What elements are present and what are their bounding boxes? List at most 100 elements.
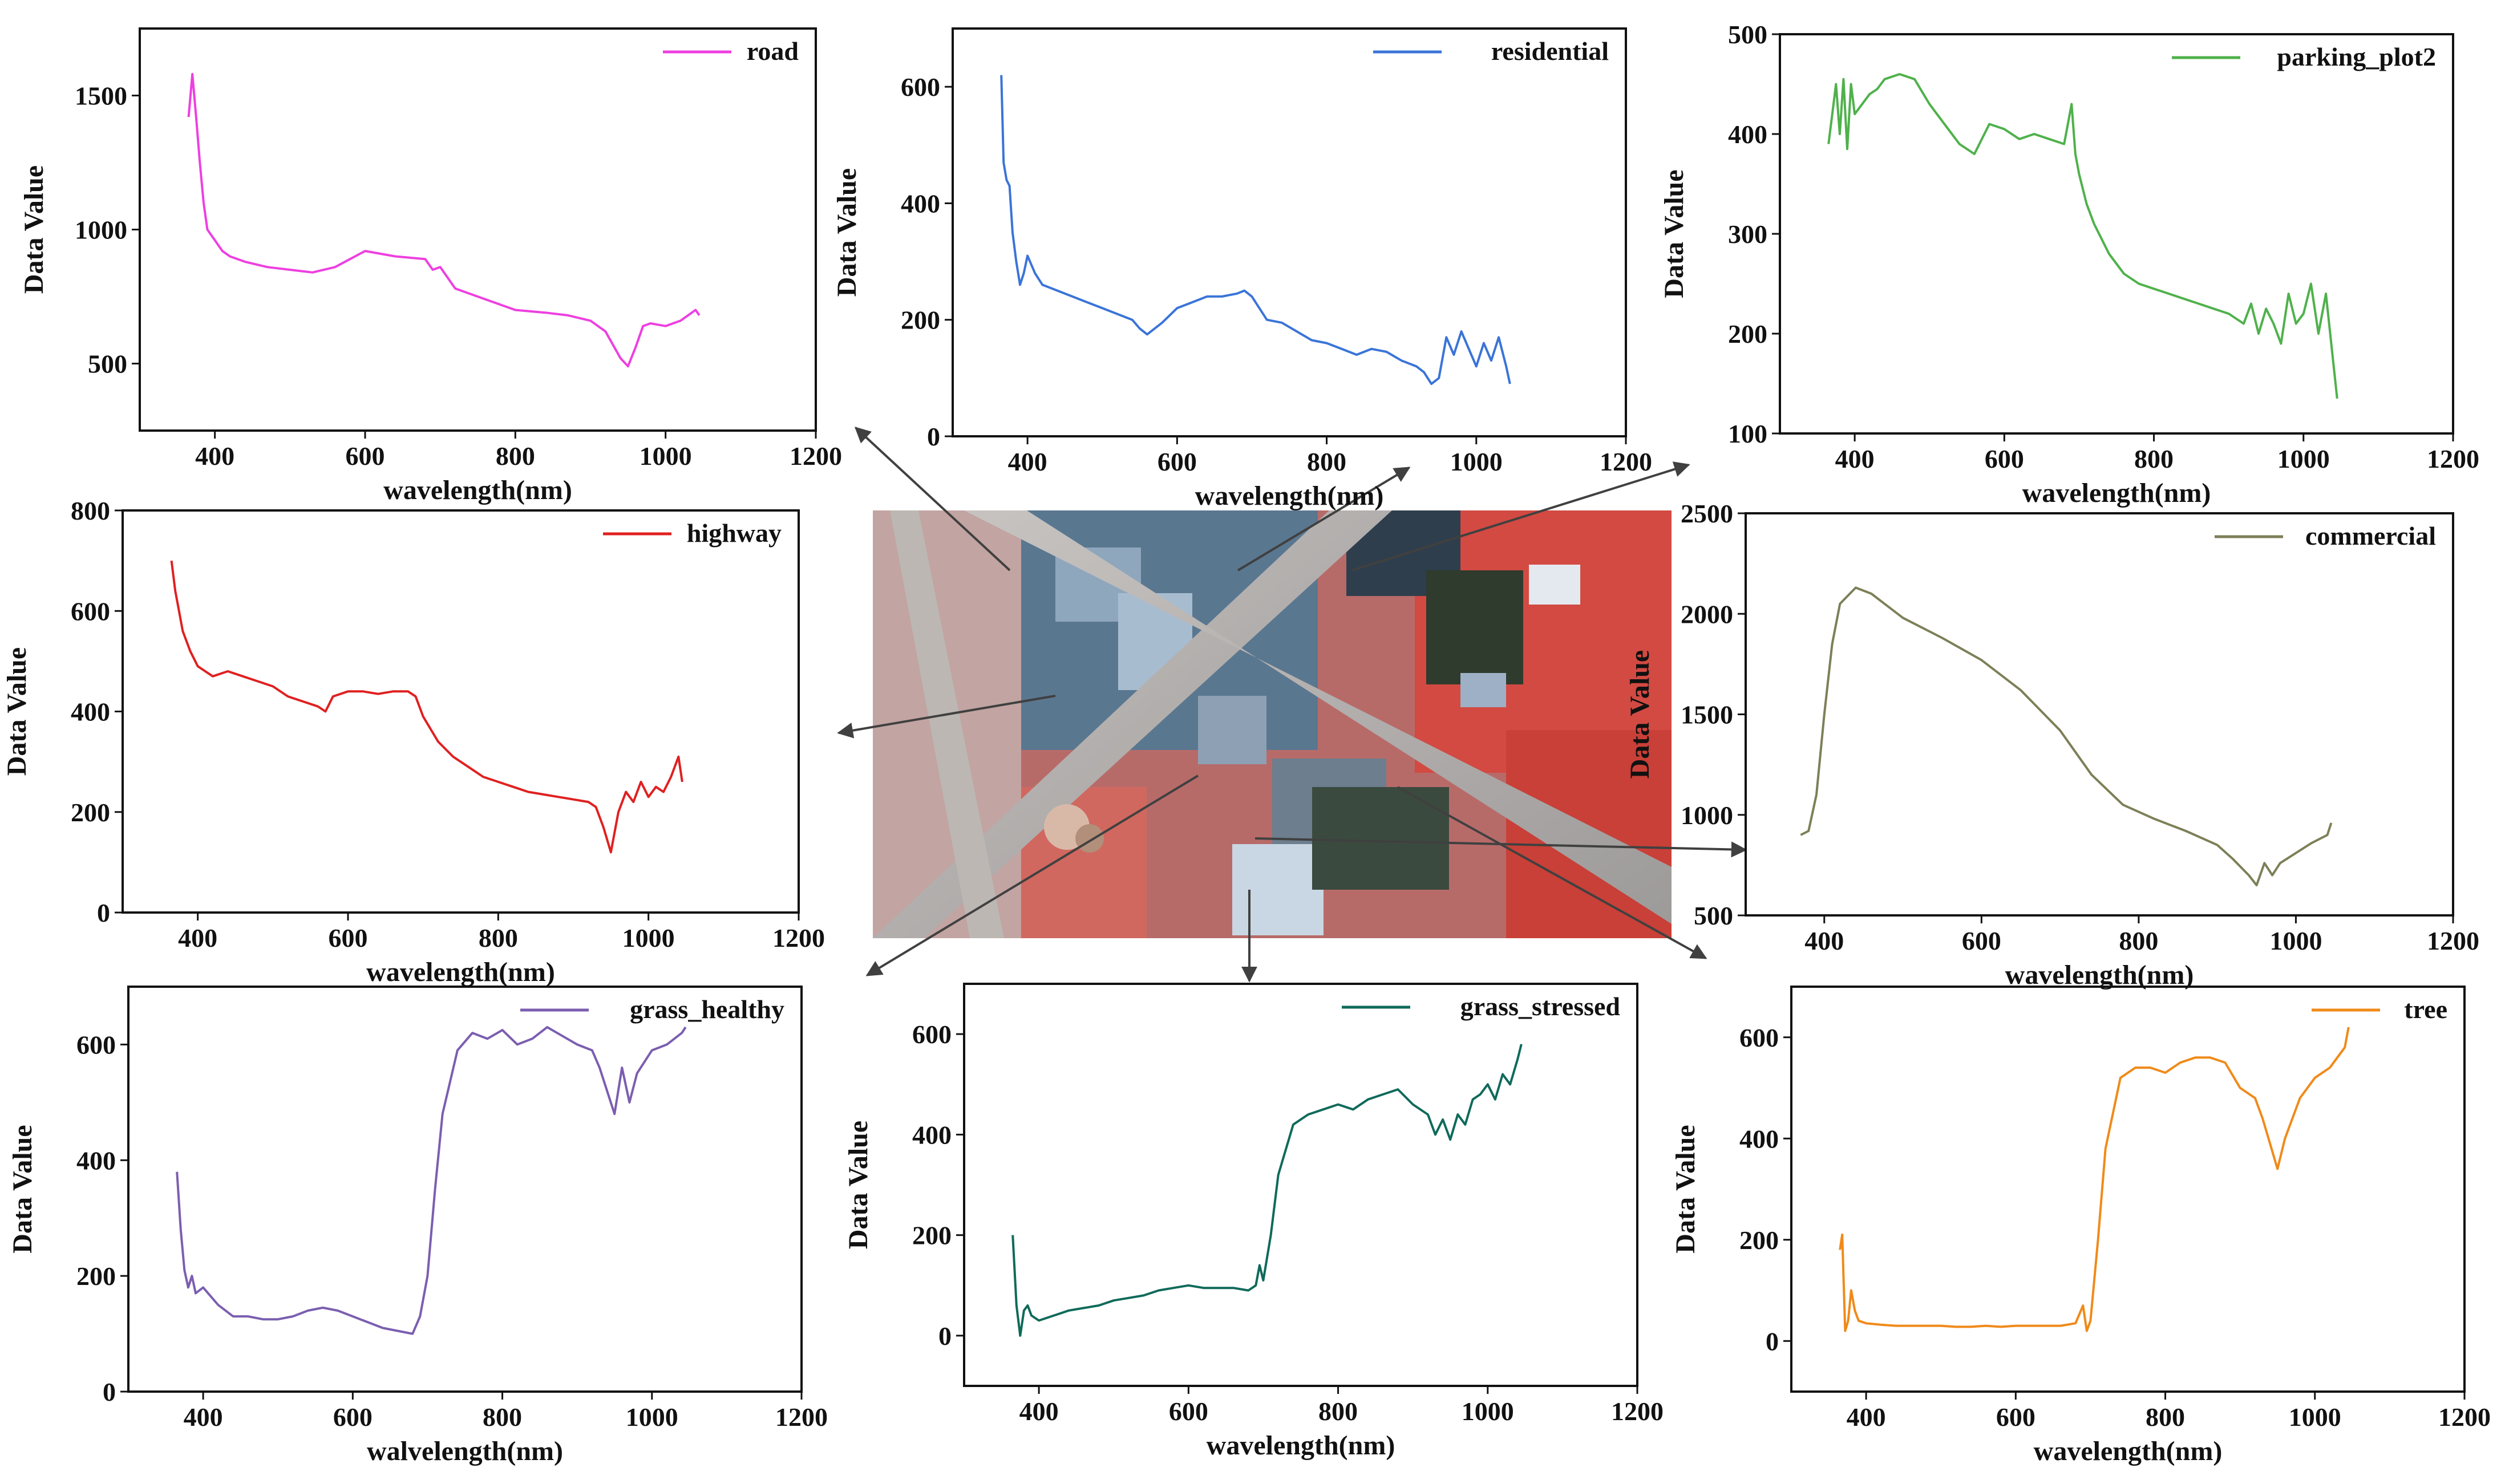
x-tick-label: 1200 (772, 923, 825, 952)
arrow-residential (1237, 467, 1411, 571)
x-tick-label: 400 (1835, 444, 1875, 473)
y-tick-label: 200 (901, 306, 940, 335)
x-axis-label: wavelength(nm) (383, 475, 572, 505)
x-tick-label: 400 (1008, 447, 1047, 476)
y-tick-label: 200 (1728, 319, 1767, 348)
x-tick-label: 400 (1847, 1402, 1886, 1432)
y-tick-label: 600 (71, 597, 110, 626)
arrows (837, 427, 1747, 983)
y-tick-label: 500 (88, 350, 127, 379)
y-tick-label: 0 (103, 1377, 116, 1406)
y-axis-label: Data Value (2, 647, 32, 776)
arrow-tree (1397, 786, 1707, 959)
legend-label: commercial (2305, 521, 2436, 550)
x-axis-label: wavelength(nm) (2022, 478, 2211, 508)
x-tick-label: 400 (1019, 1397, 1059, 1426)
chart-grass_stressed: 400 600 800 1000 1200 0 200 400 600 wavelength(nm… (843, 983, 1664, 1461)
series-line-road (187, 72, 701, 368)
series-line-tree (1839, 1027, 2350, 1332)
x-tick-label: 1200 (790, 441, 842, 471)
x-tick-label: 600 (1169, 1397, 1208, 1426)
x-tick-label: 400 (195, 441, 234, 471)
y-tick-label: 600 (912, 1020, 952, 1049)
plot-frame (952, 27, 1627, 437)
y-tick-label: 500 (1728, 20, 1767, 49)
x-tick-label: 1200 (1611, 1397, 1664, 1426)
y-tick-label: 1500 (75, 82, 127, 111)
chart-residential: 400 600 800 1000 1200 0 200 400 600 wavelength(nm… (832, 27, 1652, 511)
legend-label: grass_stressed (1460, 992, 1621, 1021)
legend-label: highway (687, 518, 782, 548)
y-axis-label: Data Value (19, 165, 49, 294)
x-tick-label: 800 (483, 1402, 522, 1432)
y-tick-label: 2500 (1681, 499, 1733, 528)
x-axis-label: wavelength(nm) (366, 957, 555, 987)
y-tick-label: 200 (71, 798, 110, 827)
plot-frame (139, 27, 817, 432)
chart-commercial: 400 600 800 1000 1200 500 1000 1500 2000 2500 wave… (1625, 499, 2479, 990)
y-tick-label: 1000 (1681, 801, 1733, 830)
plot-frame (1779, 33, 2454, 435)
y-tick-label: 1500 (1681, 700, 1733, 729)
legend-label: parking_plot2 (2277, 42, 2436, 71)
legend-label: road (747, 37, 799, 66)
x-tick-label: 1200 (2427, 926, 2479, 955)
plot-frame (1790, 986, 2466, 1393)
y-axis-label: Data Value (1625, 650, 1655, 779)
x-tick-label: 400 (184, 1402, 223, 1432)
x-tick-label: 800 (2134, 444, 2174, 473)
y-tick-label: 600 (1739, 1023, 1779, 1052)
x-axis-label: wavelength(nm) (2005, 960, 2194, 990)
y-axis-label: Data Value (843, 1121, 873, 1249)
plot-frame (127, 986, 803, 1393)
x-tick-label: 600 (329, 923, 368, 952)
y-tick-label: 400 (76, 1146, 116, 1175)
y-tick-label: 600 (76, 1030, 116, 1059)
y-tick-label: 2000 (1681, 599, 1733, 629)
x-tick-label: 1000 (626, 1402, 678, 1432)
x-tick-label: 1200 (775, 1402, 828, 1432)
y-tick-label: 1000 (75, 216, 127, 245)
chart-road: 400 600 800 1000 1200 500 1000 1500 wavelength(n… (19, 27, 842, 505)
y-tick-label: 400 (1739, 1124, 1779, 1153)
x-tick-label: 1000 (2289, 1402, 2341, 1432)
x-tick-label: 600 (1996, 1402, 2035, 1432)
x-tick-label: 400 (1804, 926, 1844, 955)
y-tick-label: 100 (1728, 419, 1767, 448)
series-line-commercial (1800, 586, 2333, 887)
y-tick-label: 800 (71, 496, 110, 525)
chart-highway: 400 600 800 1000 1200 0 200 400 600 800 wavelength… (2, 496, 825, 987)
arrow-highway (837, 695, 1056, 739)
x-tick-label: 800 (496, 441, 535, 471)
y-tick-label: 500 (1694, 901, 1733, 930)
series-line-residential (1000, 75, 1511, 386)
plot-frame (963, 983, 1638, 1387)
x-tick-label: 1000 (622, 923, 675, 952)
arrow-parking (1351, 461, 1690, 571)
x-axis-label: wavelength(nm) (2034, 1436, 2223, 1466)
chart-tree: 400 600 800 1000 1200 0 200 400 600 wavelength(nm… (1670, 986, 2491, 1466)
arrow-road (854, 427, 1011, 571)
x-tick-label: 800 (479, 923, 518, 952)
y-tick-label: 400 (901, 189, 940, 218)
series-line-highway (170, 560, 683, 854)
y-tick-label: 200 (1739, 1226, 1779, 1255)
y-tick-label: 400 (1728, 120, 1767, 149)
y-tick-label: 400 (912, 1120, 952, 1149)
x-tick-label: 1000 (640, 441, 692, 471)
legend-label: grass_healthy (630, 995, 784, 1024)
y-axis-label: Data Value (832, 168, 862, 297)
y-tick-label: 400 (71, 698, 110, 727)
y-tick-label: 0 (97, 898, 110, 927)
y-tick-label: 0 (927, 422, 940, 451)
y-tick-label: 200 (76, 1262, 116, 1291)
x-axis-label: wavelength(nm) (1207, 1430, 1395, 1461)
y-axis-label: Data Value (7, 1125, 38, 1253)
x-tick-label: 400 (178, 923, 217, 952)
x-tick-label: 1200 (2438, 1402, 2491, 1432)
y-tick-label: 200 (912, 1221, 952, 1250)
x-tick-label: 800 (1318, 1397, 1358, 1426)
x-tick-label: 1000 (1450, 447, 1503, 476)
series-line-parking_plot2 (1827, 73, 2338, 399)
